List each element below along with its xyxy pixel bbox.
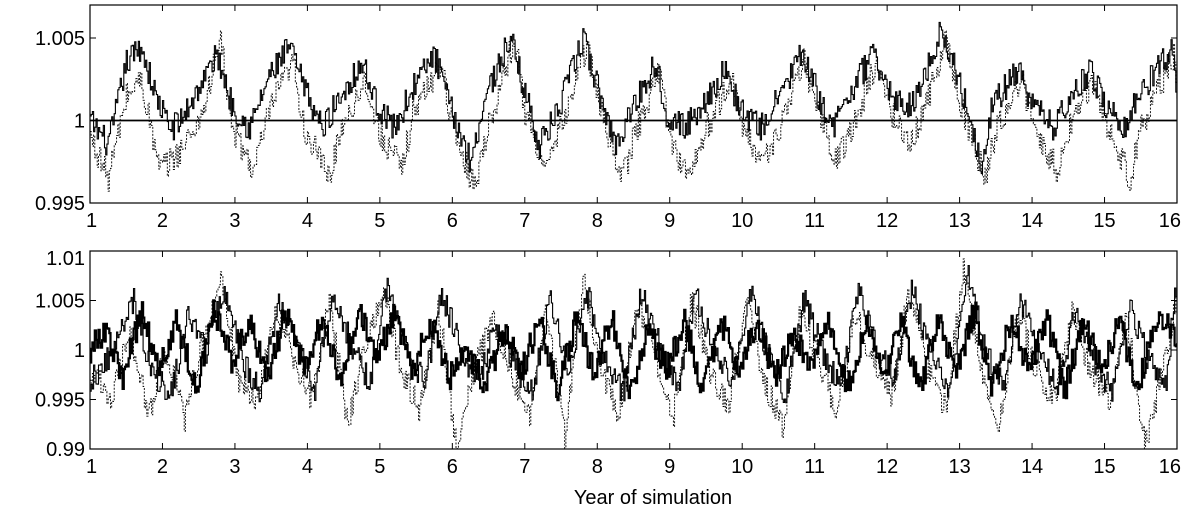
x-tick-label: 15 bbox=[1093, 210, 1115, 232]
x-tick-label: 7 bbox=[519, 210, 530, 232]
x-tick-label: 7 bbox=[519, 456, 530, 478]
plot-frame bbox=[89, 4, 1178, 204]
x-tick-label: 5 bbox=[374, 210, 385, 232]
series-solid-line bbox=[90, 265, 1177, 404]
series-dotted-line bbox=[90, 258, 1177, 449]
y-tick-label: 1 bbox=[74, 340, 85, 362]
x-tick-label: 11 bbox=[804, 210, 825, 232]
series-solid-line bbox=[90, 21, 1177, 175]
y-tick-label: 0.99 bbox=[46, 439, 85, 461]
series-dotted-line bbox=[90, 30, 1177, 192]
x-tick-label: 10 bbox=[731, 456, 753, 478]
x-tick-label: 15 bbox=[1093, 456, 1115, 478]
x-tick-label: 13 bbox=[948, 210, 970, 232]
y-tick-label: 0.995 bbox=[35, 193, 85, 215]
x-tick-label: 16 bbox=[1159, 210, 1181, 232]
x-tick-label: 6 bbox=[447, 456, 458, 478]
x-tick-label: 5 bbox=[374, 456, 385, 478]
y-tick-label: 1.01 bbox=[46, 248, 85, 270]
y-tick-label: 1.005 bbox=[35, 28, 85, 50]
x-tick-label: 14 bbox=[1021, 456, 1043, 478]
x-tick-label: 12 bbox=[876, 456, 898, 478]
x-axis-title: Year of simulation bbox=[574, 487, 732, 509]
x-tick-label: 9 bbox=[664, 210, 675, 232]
x-tick-label: 9 bbox=[664, 456, 675, 478]
x-tick-label: 2 bbox=[157, 456, 168, 478]
x-tick-label: 1 bbox=[86, 456, 97, 478]
x-tick-label: 14 bbox=[1021, 210, 1043, 232]
x-tick-label: 8 bbox=[592, 456, 603, 478]
x-tick-label: 10 bbox=[731, 210, 753, 232]
plot-frame bbox=[89, 250, 1178, 450]
plot-area bbox=[90, 258, 1177, 449]
x-tick-label: 6 bbox=[447, 210, 458, 232]
y-tick-label: 1 bbox=[74, 111, 85, 133]
y-tick-label: 1.005 bbox=[35, 291, 85, 313]
y-tick-label: 0.995 bbox=[35, 390, 85, 412]
x-tick-label: 12 bbox=[876, 210, 898, 232]
x-tick-label: 3 bbox=[229, 210, 240, 232]
x-tick-label: 11 bbox=[804, 456, 825, 478]
plot-area bbox=[90, 21, 1177, 192]
series-thick-solid-line bbox=[90, 299, 1177, 402]
bottom-panel: 1 2 3 4 5 6 7 8 9 10 11 12 13 14 15 160.990.99511.0051.… bbox=[35, 248, 1181, 478]
x-tick-label: 4 bbox=[302, 456, 313, 478]
x-tick-label: 4 bbox=[302, 210, 313, 232]
x-tick-label: 16 bbox=[1159, 456, 1181, 478]
x-tick-label: 3 bbox=[229, 456, 240, 478]
x-tick-label: 8 bbox=[592, 210, 603, 232]
x-tick-label: 1 bbox=[86, 210, 97, 232]
x-tick-label: 2 bbox=[157, 210, 168, 232]
x-tick-label: 13 bbox=[948, 456, 970, 478]
